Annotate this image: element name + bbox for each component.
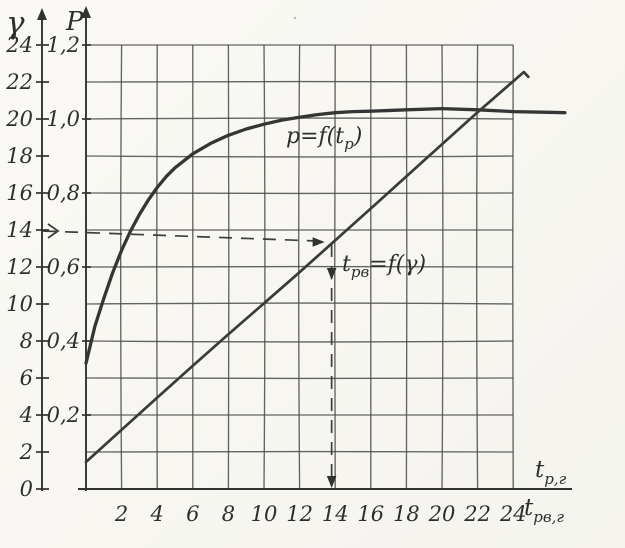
x-tick-label: 18 bbox=[393, 502, 420, 526]
x-tick-label: 8 bbox=[222, 502, 235, 526]
gamma-tick-label: 12 bbox=[6, 255, 33, 279]
gamma-tick-label: 24 bbox=[5, 33, 33, 57]
gamma-tick-label: 16 bbox=[6, 181, 33, 205]
x-tick-label: 2 bbox=[114, 502, 128, 526]
p-tick-label: 0,4 bbox=[47, 329, 80, 353]
p-tick-label: 1,0 bbox=[47, 107, 80, 131]
gamma-tick-label: 2 bbox=[19, 440, 33, 464]
gamma-tick-label: 22 bbox=[5, 70, 33, 94]
p-axis-symbol: P bbox=[65, 7, 84, 37]
p-tick-label: 1,2 bbox=[47, 33, 80, 57]
gamma-tick-label: 4 bbox=[19, 403, 33, 427]
x-tick-label: 14 bbox=[322, 502, 349, 526]
gamma-tick-label: 18 bbox=[6, 144, 33, 168]
guide-right-arrow bbox=[312, 237, 325, 247]
gamma-tick-label: 14 bbox=[6, 218, 33, 242]
tick-labels-layer: 0246810121416182022240,20,40,60,81,01,22… bbox=[5, 33, 526, 526]
x-tick-label: 6 bbox=[186, 502, 199, 526]
tpv-curve-label: tрв=f(γ) bbox=[342, 252, 426, 281]
paper-speck bbox=[293, 16, 297, 20]
p-curve bbox=[84, 106, 567, 365]
axes-layer bbox=[37, 6, 572, 491]
guide-start-chevron bbox=[47, 223, 60, 239]
gamma-tick-label: 6 bbox=[20, 366, 33, 390]
x-tick-label: 22 bbox=[463, 502, 491, 526]
p-tick-label: 0,8 bbox=[47, 181, 80, 205]
guide-bottom-arrow bbox=[326, 476, 337, 488]
x-tick-label: 4 bbox=[150, 502, 164, 526]
gamma-tick-label: 10 bbox=[6, 292, 33, 316]
p-curve-label: p=f(tр) bbox=[286, 124, 362, 153]
p-axis-arrow bbox=[81, 6, 91, 18]
p-tick-label: 0,2 bbox=[47, 403, 80, 427]
x-axis-label-tpv: tрв,г bbox=[524, 495, 564, 526]
guide-dash-horizontal bbox=[42, 230, 317, 242]
x-axis-label-tp: tр,г bbox=[535, 457, 567, 488]
grid-hline bbox=[85, 340, 514, 343]
x-tick-label: 24 bbox=[499, 502, 527, 526]
tpv-curve bbox=[84, 70, 530, 464]
grid-hline bbox=[85, 302, 514, 305]
gamma-axis-symbol: γ bbox=[6, 5, 25, 41]
gamma-tick-label: 8 bbox=[20, 329, 33, 353]
grid-hline bbox=[85, 155, 514, 158]
gamma-tick-label: 20 bbox=[5, 107, 33, 131]
p-tick-label: 0,6 bbox=[47, 255, 80, 279]
grid-layer bbox=[85, 44, 514, 490]
x-tick-label: 10 bbox=[251, 502, 278, 526]
gamma-axis-arrow bbox=[37, 8, 47, 20]
curves-layer bbox=[84, 70, 567, 464]
guide-arrow-layer bbox=[42, 223, 337, 488]
gamma-tick-label: 0 bbox=[20, 477, 33, 501]
x-tick-label: 12 bbox=[286, 502, 313, 526]
x-tick-label: 20 bbox=[428, 502, 456, 526]
x-tick-label: 16 bbox=[357, 502, 384, 526]
guide-mid-arrow bbox=[326, 268, 337, 280]
